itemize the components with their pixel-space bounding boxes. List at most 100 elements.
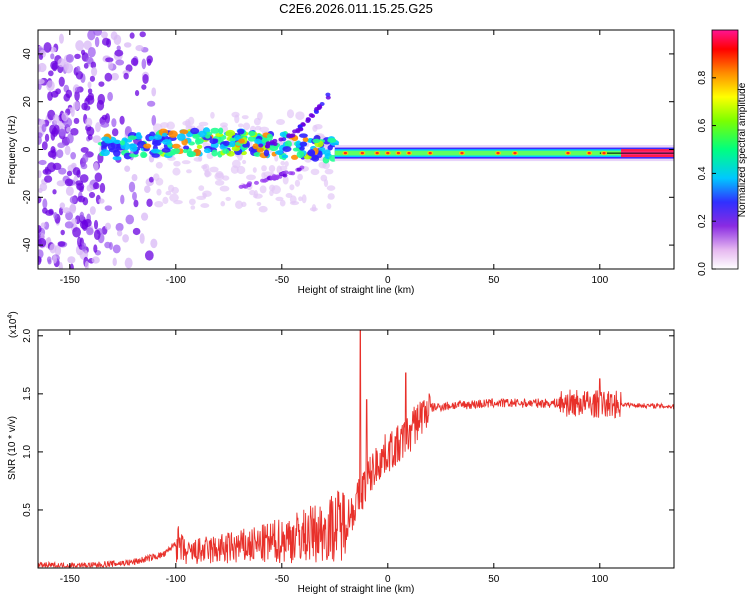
lower-branch-blob [282,173,288,178]
colorbar: 0.0 0.2 0.4 0.6 0.8 Normalized spectral ampl… [697,29,748,276]
spectrogram-panel: -150 -100 -50 0 50 100 -40 -20 0 20 40 Height of … [7,29,675,296]
noise-blob [89,75,96,82]
snr-x-ticks: -150 -100 -50 0 50 100 [60,330,609,585]
band-blob [192,134,201,139]
band-blob [266,133,273,141]
noise-blob [38,170,42,178]
haze-blob [234,114,240,124]
noise-blob [85,117,93,128]
upper-branch-blob [310,113,316,118]
noise-blob [104,222,112,230]
noise-blob [115,59,125,66]
band-blob [162,132,168,137]
noise-blob [65,53,74,63]
noise-blob [124,165,131,172]
band-blob [307,149,316,157]
line-bead-core [587,151,591,155]
noise-blob [110,72,119,81]
haze-blob [295,111,305,120]
band-blob [113,149,121,157]
band-blob [292,147,300,152]
colorbar-tick-label: 0.8 [697,70,708,84]
snr-scale-text: (x104) [7,311,19,338]
haze-blob [202,193,207,199]
noise-blob [116,45,121,51]
noise-blob [58,33,64,44]
haze-blob [153,173,160,181]
noise-blob [44,175,53,183]
haze-blob [289,195,297,204]
haze-blob [188,198,196,206]
band-blob [295,140,302,148]
band-blob [205,134,211,139]
noise-blob [104,205,113,211]
band-blob [254,138,262,145]
haze-blob [242,122,251,130]
line-bead-core [396,151,400,155]
band-blob [104,139,113,144]
haze-blob [253,117,261,126]
noise-blob [38,54,44,60]
snr-x-tick-label: 100 [591,574,608,585]
noise-blob [93,229,101,241]
colorbar-tick-label: 0.4 [697,166,708,180]
noise-blob [124,257,133,269]
band-blob [284,140,292,148]
spectrogram-x-tick-label: -150 [60,275,80,286]
upper-branch-blob [305,118,311,123]
noise-blob [80,146,89,153]
band-blob [252,143,259,150]
noise-blob [144,185,151,194]
noise-blob [94,172,103,183]
noise-blob [93,219,99,230]
band-blob [195,138,204,144]
band-blob [238,138,245,144]
haze-blob [249,189,256,196]
noise-blob [111,118,117,128]
noise-blob [93,30,103,36]
noise-blob [144,250,154,261]
band-blob [312,138,321,144]
noise-blob [107,61,114,70]
snr-marks [38,330,674,568]
haze-blob [252,167,257,173]
spectrogram-x-tick-label: -50 [275,275,290,286]
haze-blob [198,121,209,127]
noise-blob [65,211,73,221]
band-blob [229,137,236,142]
noise-blob [98,81,105,87]
noise-blob [123,42,132,48]
band-blob [218,127,224,135]
haze-blob [204,169,211,178]
band-blob [212,138,219,144]
noise-blob [100,122,110,128]
spectrogram-x-tick-label: 0 [385,275,391,286]
band-blob [183,145,190,150]
noise-blob [132,227,141,236]
haze-blob [198,185,205,191]
noise-blob [56,149,64,159]
snr-y-tick-label: 1.5 [22,386,33,400]
noise-blob [122,234,129,243]
noise-blob [40,222,46,228]
band-blob [253,152,262,157]
haze-blob [182,120,191,126]
band-blob [290,154,299,160]
haze-blob [209,166,219,173]
noise-blob [66,126,72,133]
noise-blob [111,128,119,137]
haze-blob [173,160,181,167]
noise-blob [80,163,88,170]
lower-branch-blob [260,178,266,183]
noise-blob [76,182,85,191]
noise-blob [72,227,81,238]
noise-blob [112,257,117,267]
line-bead-core [566,151,570,155]
noise-blob [91,66,98,77]
noise-blob [53,211,58,220]
haze-blob [219,185,230,192]
line-bead-core [460,151,464,155]
upper-branch-blob [265,141,271,146]
haze-blob [269,189,274,197]
